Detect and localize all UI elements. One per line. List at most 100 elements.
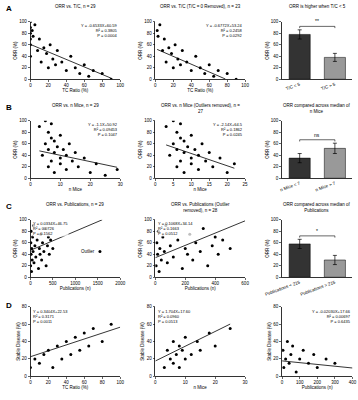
svg-text:30: 30 — [243, 380, 249, 385]
svg-text:60: 60 — [22, 42, 28, 47]
svg-text:100: 100 — [144, 118, 152, 123]
svg-text:Y = 0.1068X+34.14R² = 0.1663P: Y = 0.1068X+34.14R² = 0.1663P = 0.0512 — [158, 221, 193, 236]
svg-text:100: 100 — [116, 83, 124, 88]
svg-text:40: 40 — [273, 153, 279, 158]
svg-text:40: 40 — [22, 339, 28, 344]
svg-text:ORR vs. T/C, n = 29: ORR vs. T/C, n = 29 — [55, 4, 96, 9]
svg-text:ORR vs. T/C (T/C = 0 Removed),: ORR vs. T/C (T/C = 0 Removed), n = 23 — [160, 4, 241, 9]
svg-text:25: 25 — [243, 182, 249, 187]
svg-text:40: 40 — [273, 252, 279, 257]
svg-text:400: 400 — [349, 380, 357, 385]
svg-text:D: D — [6, 301, 12, 310]
svg-text:n Mice: n Mice — [69, 187, 83, 192]
svg-text:80: 80 — [100, 83, 106, 88]
svg-text:20: 20 — [213, 380, 219, 385]
svg-text:40: 40 — [64, 83, 70, 88]
svg-text:n Mice < 7: n Mice < 7 — [279, 180, 301, 192]
svg-text:20: 20 — [147, 164, 153, 169]
svg-text:Y = -2.14X+64.5R² = 0.1862P =: Y = -2.14X+64.5R² = 0.1862P = 0.0245 — [213, 122, 243, 137]
svg-text:80: 80 — [273, 304, 279, 309]
svg-text:60: 60 — [82, 83, 88, 88]
svg-text:60: 60 — [273, 42, 279, 47]
svg-text:10: 10 — [189, 182, 195, 187]
svg-text:100: 100 — [271, 217, 279, 222]
svg-text:40: 40 — [147, 339, 153, 344]
svg-text:20: 20 — [273, 263, 279, 268]
svg-text:0: 0 — [24, 77, 27, 82]
svg-text:30: 30 — [118, 182, 124, 187]
svg-text:0: 0 — [149, 176, 152, 181]
svg-text:100: 100 — [271, 19, 279, 24]
svg-text:80: 80 — [147, 229, 153, 234]
svg-text:60: 60 — [147, 141, 153, 146]
svg-text:60: 60 — [207, 83, 213, 88]
svg-text:80: 80 — [22, 229, 28, 234]
svg-text:ORR (%): ORR (%) — [138, 41, 143, 60]
svg-text:0: 0 — [276, 176, 279, 181]
svg-text:60: 60 — [147, 42, 153, 47]
svg-text:Y = 1.704X+17.60R² = 0.0960P =: Y = 1.704X+17.60R² = 0.0960P = 0.0513 — [158, 309, 191, 324]
svg-text:Publications < 215: Publications < 215 — [264, 279, 301, 296]
svg-text:ORR (%): ORR (%) — [265, 239, 270, 258]
svg-text:40: 40 — [273, 339, 279, 344]
svg-text:20: 20 — [147, 356, 153, 361]
svg-text:ORR vs. n Mice (Outliers remov: ORR vs. n Mice (Outliers removed), n =27 — [161, 103, 240, 114]
svg-text:200: 200 — [182, 281, 190, 286]
svg-text:Publications > 215: Publications > 215 — [300, 279, 337, 296]
svg-text:100: 100 — [19, 19, 27, 24]
svg-text:80: 80 — [273, 130, 279, 135]
svg-text:ORR (%): ORR (%) — [138, 140, 143, 159]
svg-text:ORR (%): ORR (%) — [13, 140, 18, 159]
svg-text:60: 60 — [273, 240, 279, 245]
svg-text:80: 80 — [147, 130, 153, 135]
svg-text:Stable Disease (%): Stable Disease (%) — [267, 322, 272, 361]
svg-text:Y = -0.6533X+60.59R² = 0.3805P: Y = -0.6533X+60.59R² = 0.3805P = 0.0004 — [81, 23, 118, 38]
svg-text:80: 80 — [273, 31, 279, 36]
svg-text:20: 20 — [273, 356, 279, 361]
svg-text:40: 40 — [22, 252, 28, 257]
svg-text:T/C > 5: T/C > 5 — [320, 81, 336, 91]
svg-text:600: 600 — [241, 281, 249, 286]
svg-text:20: 20 — [46, 380, 52, 385]
svg-text:1500: 1500 — [93, 281, 104, 286]
svg-text:ORR compared across median ofn: ORR compared across median ofn Mice — [283, 103, 351, 114]
svg-text:80: 80 — [22, 130, 28, 135]
svg-text:40: 40 — [189, 83, 195, 88]
svg-text:Publications (n): Publications (n) — [185, 286, 217, 291]
svg-text:Y = 0.3404X+22.53R² = 0.3171P: Y = 0.3404X+22.53R² = 0.3171P = 0.0011 — [33, 309, 68, 324]
svg-text:60: 60 — [22, 240, 28, 245]
svg-text:0: 0 — [29, 83, 32, 88]
svg-text:40: 40 — [22, 54, 28, 59]
svg-text:60: 60 — [273, 322, 279, 327]
svg-text:20: 20 — [22, 263, 28, 268]
svg-text:300: 300 — [331, 380, 339, 385]
svg-text:0: 0 — [276, 275, 279, 280]
svg-text:ORR (%): ORR (%) — [13, 239, 18, 258]
svg-text:0: 0 — [149, 77, 152, 82]
svg-text:2000: 2000 — [115, 281, 126, 286]
svg-text:60: 60 — [273, 141, 279, 146]
svg-text:20: 20 — [147, 263, 153, 268]
svg-text:20: 20 — [273, 65, 279, 70]
svg-text:Stable Disease (%): Stable Disease (%) — [16, 322, 21, 361]
svg-text:T/C < 5: T/C < 5 — [285, 81, 301, 91]
svg-text:5: 5 — [172, 182, 175, 187]
svg-text:20: 20 — [22, 164, 28, 169]
svg-text:0: 0 — [154, 380, 157, 385]
svg-text:40: 40 — [147, 252, 153, 257]
svg-text:Y = 0.0334X+46.75R² = 0.0726P: Y = 0.0334X+46.75R² = 0.0726P = 0.1562 — [33, 221, 68, 236]
svg-text:60: 60 — [147, 240, 153, 245]
svg-text:0: 0 — [29, 182, 32, 187]
svg-text:*: * — [316, 228, 318, 234]
svg-text:60: 60 — [147, 322, 153, 327]
svg-text:40: 40 — [273, 54, 279, 59]
svg-text:1000: 1000 — [70, 281, 81, 286]
svg-text:80: 80 — [22, 304, 28, 309]
svg-text:60: 60 — [22, 322, 28, 327]
svg-text:ORR (%): ORR (%) — [265, 41, 270, 60]
svg-text:60: 60 — [22, 141, 28, 146]
svg-text:20: 20 — [22, 65, 28, 70]
svg-text:0: 0 — [276, 374, 279, 379]
svg-text:100: 100 — [116, 380, 124, 385]
svg-text:ORR is higher when T/C < 5: ORR is higher when T/C < 5 — [289, 4, 346, 9]
